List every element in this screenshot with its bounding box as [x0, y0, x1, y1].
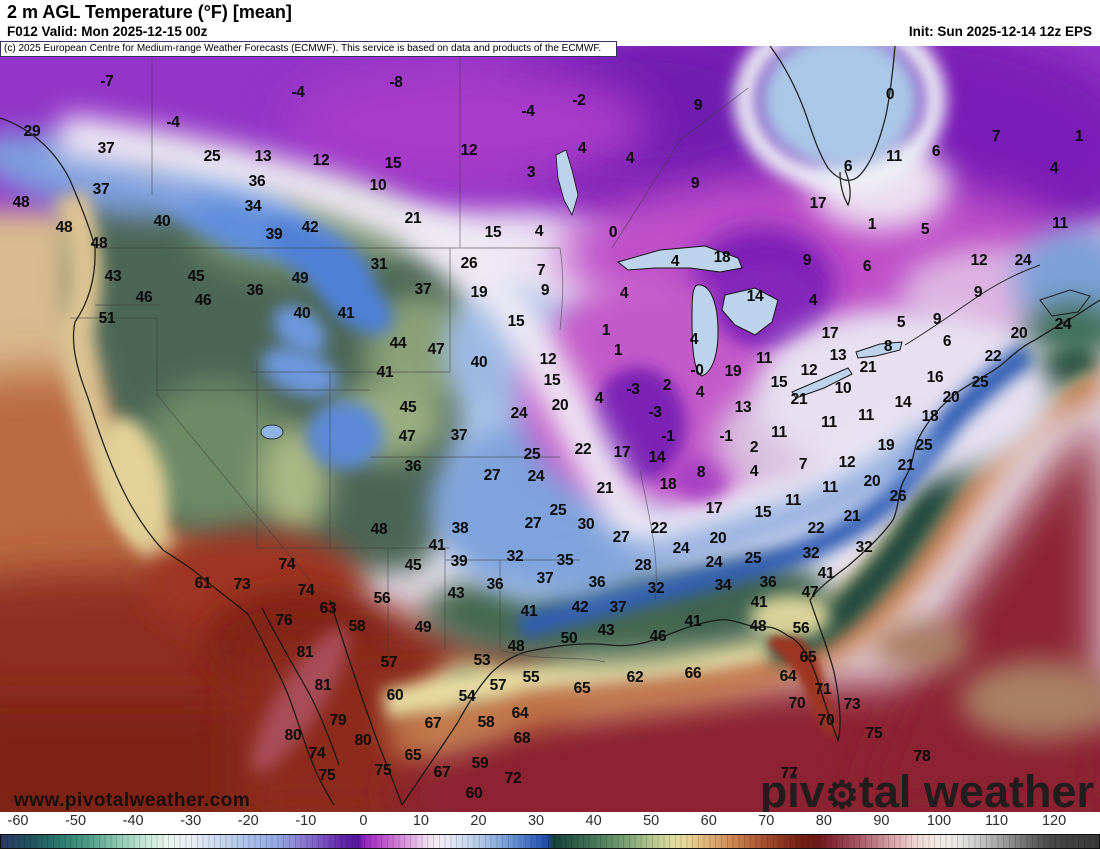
lakes	[260, 149, 903, 440]
colorbar-tick-label: 110	[984, 813, 1009, 829]
colorbar-tick-label: 50	[643, 813, 660, 829]
logo-text-left: piv	[759, 766, 825, 817]
lake-ontario	[855, 341, 903, 359]
colorbar-tick-label: -40	[122, 813, 144, 829]
colorbar-legend: -60 -50 -40 -30 -20 -10 0 10 20 30 40 50 60 70 80 90 100…	[0, 812, 1100, 850]
valid-time: F012 Valid: Mon 2025-12-15 00z	[7, 24, 208, 39]
gear-icon: ⚙	[824, 775, 859, 817]
colorbar-gradient-strip	[0, 834, 1100, 849]
state-borders	[70, 46, 749, 663]
colorbar-tick-label: -60	[7, 813, 29, 829]
copyright-notice: (c) 2025 European Centre for Medium-rang…	[0, 41, 617, 57]
colorbar-tick-label: 90	[873, 813, 890, 829]
colorbar-tick-label: -30	[180, 813, 202, 829]
lake-winnipeg	[555, 149, 579, 217]
logo-text-right: tal weather	[858, 766, 1094, 817]
colorbar-tick-label: 70	[758, 813, 775, 829]
great-salt-lake	[260, 424, 284, 440]
coastlines	[0, 46, 1100, 806]
colorbar-tick-label: 120	[1041, 813, 1067, 829]
map-image	[0, 46, 1100, 812]
colorbar-tick-label: 10	[412, 813, 429, 829]
init-time: Init: Sun 2025-12-14 12z EPS	[908, 24, 1092, 39]
colorbar-tick-label: 100	[926, 813, 952, 829]
colorbar-tick-label: -20	[237, 813, 259, 829]
colorbar-tick-label: 40	[585, 813, 602, 829]
colorbar-tick-label: 60	[700, 813, 717, 829]
colorbar-tick-label: -50	[65, 813, 87, 829]
lake-michigan	[691, 284, 719, 377]
pivotal-weather-logo: piv ⚙ tal weather	[760, 766, 1094, 818]
colorbar-tick-label: -10	[295, 813, 317, 829]
watermark-url: www.pivotalweather.com	[14, 790, 251, 811]
colorbar-tick-labels: -60 -50 -40 -30 -20 -10 0 10 20 30 40 50 60 70 80 90 100…	[0, 813, 1100, 833]
colorbar-tick-label: 30	[527, 813, 545, 829]
colorbar-tick-label: 0	[359, 813, 368, 829]
temperature-map	[0, 46, 1100, 812]
colorbar-tick-label: 80	[815, 813, 832, 829]
lake-huron	[721, 287, 779, 336]
lake-superior	[616, 245, 743, 273]
page-title: 2 m AGL Temperature (°F) [mean]	[7, 2, 292, 22]
lake-erie	[791, 367, 853, 399]
temperature-field	[0, 46, 1100, 812]
colorbar-tick-label: 20	[470, 813, 487, 829]
